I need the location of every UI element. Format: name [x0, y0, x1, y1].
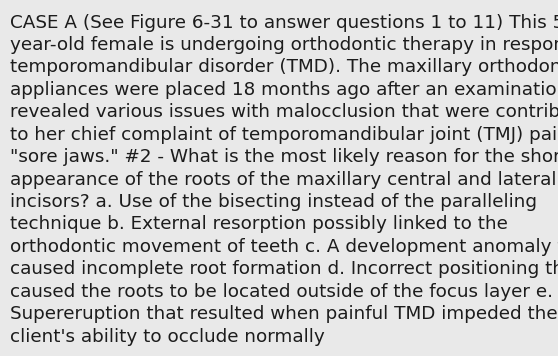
Text: Supereruption that resulted when painful TMD impeded the: Supereruption that resulted when painful… — [10, 305, 557, 323]
Text: "sore jaws." #2 - What is the most likely reason for the shortened: "sore jaws." #2 - What is the most likel… — [10, 148, 558, 166]
Text: to her chief complaint of temporomandibular joint (TMJ) pain and: to her chief complaint of temporomandibu… — [10, 126, 558, 144]
Text: technique b. External resorption possibly linked to the: technique b. External resorption possibl… — [10, 215, 508, 234]
Text: year-old female is undergoing orthodontic therapy in response to: year-old female is undergoing orthodonti… — [10, 36, 558, 54]
Text: appearance of the roots of the maxillary central and lateral: appearance of the roots of the maxillary… — [10, 171, 556, 189]
Text: caused incomplete root formation d. Incorrect positioning that: caused incomplete root formation d. Inco… — [10, 260, 558, 278]
Text: temporomandibular disorder (TMD). The maxillary orthodontic: temporomandibular disorder (TMD). The ma… — [10, 58, 558, 77]
Text: CASE A (See Figure 6-31 to answer questions 1 to 11) This 54-: CASE A (See Figure 6-31 to answer questi… — [10, 14, 558, 32]
Text: caused the roots to be located outside of the focus layer e.: caused the roots to be located outside o… — [10, 283, 553, 301]
Text: appliances were placed 18 months ago after an examination: appliances were placed 18 months ago aft… — [10, 81, 558, 99]
Text: incisors? a. Use of the bisecting instead of the paralleling: incisors? a. Use of the bisecting instea… — [10, 193, 537, 211]
Text: orthodontic movement of teeth c. A development anomaly that: orthodontic movement of teeth c. A devel… — [10, 238, 558, 256]
Text: client's ability to occlude normally: client's ability to occlude normally — [10, 328, 325, 346]
Text: revealed various issues with malocclusion that were contributing: revealed various issues with malocclusio… — [10, 103, 558, 121]
